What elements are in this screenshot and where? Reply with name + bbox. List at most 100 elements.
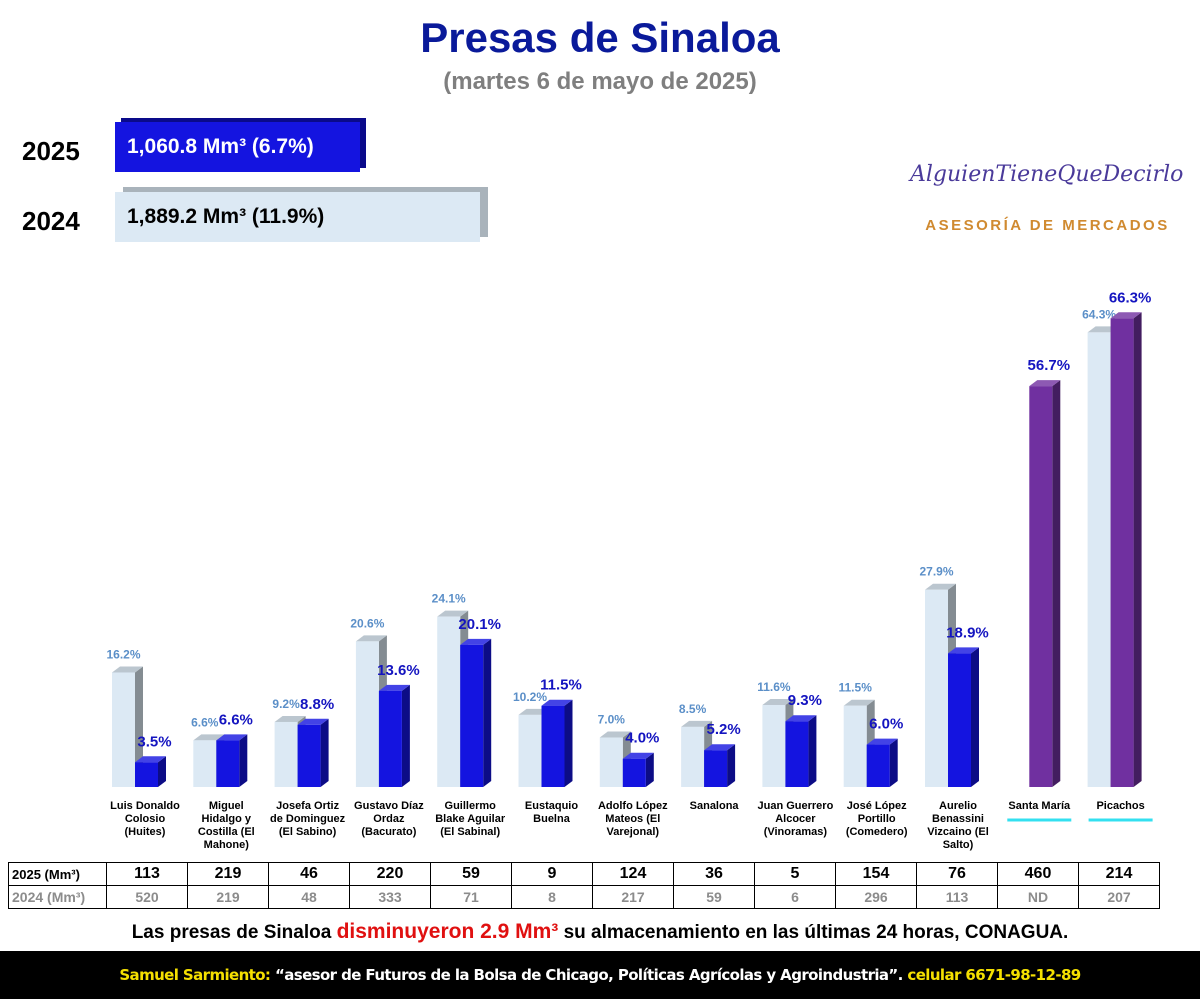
bar [925,589,948,787]
bar [704,750,728,787]
bar [1029,386,1053,787]
bar [948,653,971,787]
bar-top [297,718,329,725]
bar-top [437,610,469,617]
bar [518,714,542,787]
cell: 520 [106,885,188,909]
category-label: Picachos [1096,800,1145,812]
footer-contact: celular 6671-98-12-89 [907,966,1081,984]
summary-box: 1,060.8 Mm³ (6.7%) [115,122,360,172]
value-label-2025: 4.0% [625,730,659,747]
category-label: Miguel Hidalgo y Costilla (El Mahone) [197,800,255,851]
value-label-2024: 20.6% [350,616,384,630]
bar-side [889,738,898,787]
bar-side [401,684,410,787]
bar-side [320,718,329,787]
bar-top [355,635,387,642]
bar-top [112,666,143,673]
value-label-2024: 16.2% [106,647,140,661]
bar-side [808,715,817,787]
value-label-2025: 20.1% [458,616,501,633]
chart-title: Presas de Sinaloa [420,14,780,61]
logo-tagline: ASESORÍA DE MERCADOS [925,217,1170,234]
cell: 217 [592,885,674,909]
bar [216,740,240,787]
bar [541,705,565,787]
value-label-2025: 5.2% [706,721,740,738]
bar-top [193,734,225,741]
cell: 6 [754,885,836,909]
value-label-2025: 9.3% [788,692,822,709]
bar-top [681,720,713,727]
value-label-2024: 10.2% [513,690,547,704]
cell: 48 [268,885,350,909]
bar-top [948,647,979,654]
value-label-2024: 64.3% [1082,307,1116,321]
summary-box: 1,889.2 Mm³ (11.9%) [115,192,480,242]
bar-top [785,715,817,722]
cell: 214 [1078,862,1160,886]
value-label-2024: 11.6% [757,680,791,694]
bar [112,672,135,787]
bar [622,758,646,787]
cell: 5 [754,862,836,886]
table-row: 2024 (Mm³) 520 219 48 333 71 8 217 59 6 296 113 ND 20… [8,885,1160,909]
note-text: Las presas de Sinaloa [131,922,332,943]
bar-top [704,744,736,751]
bar [1087,332,1111,787]
bar [762,704,786,787]
cell: 154 [835,862,917,886]
bar [378,690,402,787]
cell: 460 [997,862,1079,886]
bar [274,721,298,787]
bar-side [1052,380,1061,787]
cell: 219 [187,862,269,886]
bar [437,616,461,787]
value-label-2025: 13.6% [377,662,420,679]
footer: Samuel Sarmiento: “asesor de Futuros de … [0,951,1200,999]
value-label-2025: 6.6% [219,711,253,728]
summary-year: 2024 [22,206,80,236]
value-label-2025: 8.8% [300,696,334,713]
bar-top [599,731,631,738]
bar-top [866,738,898,745]
category-label: Adolfo López Mateos (El Varejonal) [597,800,668,838]
value-label-2025: 11.5% [540,677,582,694]
value-label-2024: 9.2% [272,697,300,711]
category-label: Sanalona [689,800,739,812]
cell: 124 [592,862,674,886]
bar [460,644,484,787]
table-row: 2025 (Mm³) 113 219 46 220 59 9 124 36 5 154 76 460 21… [8,862,1160,886]
cell: 8 [511,885,593,909]
footer-author: Samuel Sarmiento: [119,966,271,984]
bar-top [843,699,875,706]
bar-side [971,647,979,787]
value-label-2024: 7.0% [598,713,626,727]
value-label-2025: 66.3% [1109,289,1152,306]
bar [866,744,890,787]
bar-top [274,715,306,722]
value-label-2024: 11.5% [839,681,873,695]
cell: 113 [916,885,998,909]
bar-side [727,744,736,787]
bar-side [135,666,143,787]
category-label: Josefa Ortiz de Dominguez (El Sabino) [270,800,346,838]
bar [1110,318,1134,787]
bar-side [483,638,492,787]
cell: ND [997,885,1079,909]
bar [135,762,158,787]
category-label: Santa María [1008,800,1071,812]
bar [193,740,217,787]
value-label-2024: 8.5% [679,702,707,716]
bar-top [378,684,410,691]
bar-top [1029,380,1061,387]
row-label: 2025 (Mm³) [8,862,107,886]
cell: 333 [349,885,431,909]
cell: 46 [268,862,350,886]
bar-side [1133,312,1142,787]
category-label: Juan Guerrero Alcocer (Vinoramas) [757,800,834,838]
summary-year: 2025 [22,136,80,166]
data-table: 2025 (Mm³) 113 219 46 220 59 9 124 36 5 154 76 460 21… [8,862,1160,909]
bar [785,721,809,787]
